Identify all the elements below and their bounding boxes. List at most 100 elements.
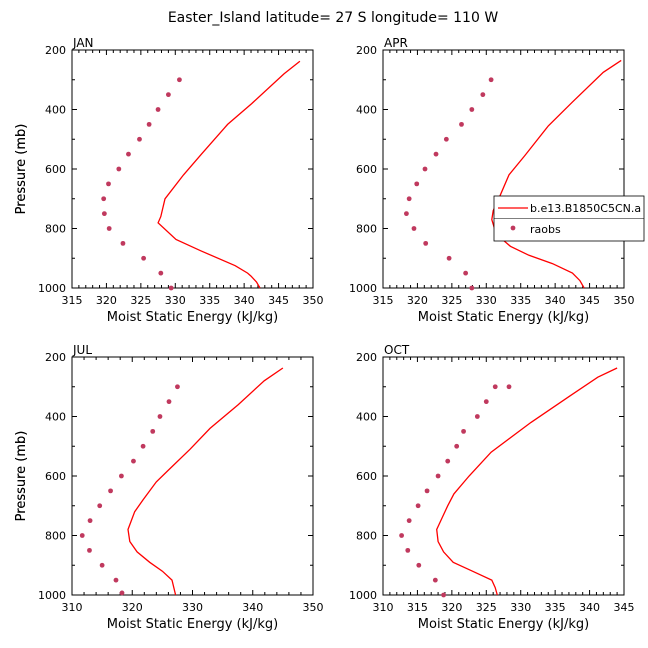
- panel-label: JAN: [72, 36, 94, 50]
- raobs-point: [411, 226, 417, 231]
- raobs-point: [414, 181, 420, 187]
- x-tick-label: 335: [199, 294, 220, 307]
- raobs-point: [432, 577, 438, 583]
- y-tick-label: 800: [45, 530, 66, 543]
- raobs-point: [423, 240, 429, 246]
- raobs-point: [461, 428, 466, 434]
- y-tick-label: 200: [45, 351, 66, 364]
- x-tick-label: 350: [303, 601, 324, 614]
- x-tick-label: 315: [62, 294, 83, 307]
- raobs-point: [158, 270, 164, 276]
- panel-jan: JAN 315 320 325 330 335 340 345 350 200 400 600 800 1…: [14, 36, 324, 325]
- x-tick-label: 350: [614, 294, 635, 307]
- y-tick-label: 200: [45, 44, 66, 57]
- raobs-point: [416, 562, 422, 568]
- panel-label: APR: [384, 36, 408, 50]
- plot-frame: [71, 356, 314, 596]
- y-tick-label: 400: [356, 411, 377, 424]
- x-tick-label: 310: [62, 601, 83, 614]
- x-tick-label: 325: [441, 294, 462, 307]
- x-axis-label: Moist Static Energy (kJ/kg): [418, 310, 589, 325]
- x-tick-label: 330: [182, 601, 203, 614]
- x-tick-label: 315: [373, 294, 394, 307]
- raobs-point: [441, 592, 446, 598]
- x-tick-label: 320: [407, 294, 428, 307]
- x-tick-label: 340: [579, 601, 600, 614]
- raobs-point: [492, 384, 498, 390]
- raobs-point: [435, 473, 441, 479]
- x-tick-label: 335: [545, 601, 566, 614]
- y-tick-label: 600: [356, 163, 377, 176]
- raobs-point: [404, 211, 409, 217]
- legend-label-raobs: raobs: [530, 223, 561, 236]
- raobs-point: [141, 255, 147, 261]
- panel-label: OCT: [384, 343, 410, 357]
- y-tick-label: 800: [45, 223, 66, 236]
- raobs-point: [177, 77, 182, 83]
- x-tick-label: 325: [130, 294, 151, 307]
- y-tick-label: 200: [356, 44, 377, 57]
- y-tick-label: 800: [356, 223, 377, 236]
- raobs-point: [406, 196, 412, 202]
- raobs-point: [406, 518, 412, 524]
- raobs-point: [87, 518, 93, 524]
- raobs-point: [480, 92, 486, 98]
- figure-title: Easter_Island latitude= 27 S longitude= …: [168, 10, 498, 26]
- y-tick-label: 1000: [38, 282, 66, 295]
- legend-marker-swatch: [510, 225, 516, 231]
- y-tick-label: 600: [356, 470, 377, 483]
- panel-apr: APR 315 320 325 330 335 340 345 350 200 400 600 800 1…: [14, 36, 635, 325]
- y-tick-label: 1000: [349, 589, 377, 602]
- x-tick-label: 315: [407, 601, 428, 614]
- raobs-point: [415, 503, 421, 509]
- raobs-point: [422, 166, 428, 172]
- raobs-point: [506, 384, 512, 390]
- x-tick-label: 330: [165, 294, 186, 307]
- panel-label: JUL: [72, 343, 92, 357]
- x-tick-label: 345: [268, 294, 289, 307]
- x-tick-label: 320: [441, 601, 462, 614]
- raobs-point: [155, 107, 161, 112]
- raobs-point: [446, 255, 452, 261]
- raobs-point: [399, 533, 404, 538]
- x-axis-label: Moist Static Energy (kJ/kg): [107, 310, 278, 325]
- raobs-point: [140, 443, 146, 449]
- raobs-point: [469, 107, 475, 112]
- y-tick-label: 200: [356, 351, 377, 364]
- panel-oct: OCT 310 315 320 325 330 335 340 345 200 400 600 800 1…: [14, 343, 635, 632]
- raobs-point: [120, 240, 126, 246]
- raobs-point: [445, 458, 451, 464]
- raobs-point: [79, 533, 85, 538]
- raobs-point: [106, 181, 111, 187]
- legend-label-model: b.e13.B1850C5CN.a: [530, 202, 641, 215]
- x-tick-label: 310: [373, 601, 394, 614]
- raobs-point: [459, 121, 464, 127]
- panels-group: JAN 315 320 325 330 335 340 345 350 200 400 600 800 1…: [14, 36, 635, 632]
- raobs-point: [106, 226, 112, 231]
- raobs-point: [454, 443, 460, 449]
- raobs-point: [488, 77, 494, 83]
- x-tick-label: 340: [545, 294, 566, 307]
- raobs-point: [405, 547, 411, 553]
- raobs-point: [101, 196, 107, 202]
- raobs-point: [157, 414, 163, 419]
- y-axis-label: Pressure (mb): [14, 124, 29, 215]
- x-axis-label: Moist Static Energy (kJ/kg): [107, 617, 278, 632]
- model-line: [157, 60, 301, 289]
- model-line: [436, 367, 618, 596]
- raobs-point: [474, 414, 480, 419]
- x-axis-label: Moist Static Energy (kJ/kg): [418, 617, 589, 632]
- raobs-point: [87, 547, 92, 553]
- x-tick-label: 330: [510, 601, 531, 614]
- y-tick-label: 800: [356, 530, 377, 543]
- raobs-point: [166, 399, 172, 405]
- legend: b.e13.B1850C5CN.a raobs: [493, 195, 645, 242]
- x-tick-label: 335: [510, 294, 531, 307]
- x-tick-label: 320: [122, 601, 143, 614]
- plot-frame: [382, 356, 625, 596]
- raobs-point: [433, 151, 439, 157]
- raobs-point: [99, 562, 105, 568]
- y-tick-label: 400: [45, 411, 66, 424]
- plot-frame: [382, 49, 625, 289]
